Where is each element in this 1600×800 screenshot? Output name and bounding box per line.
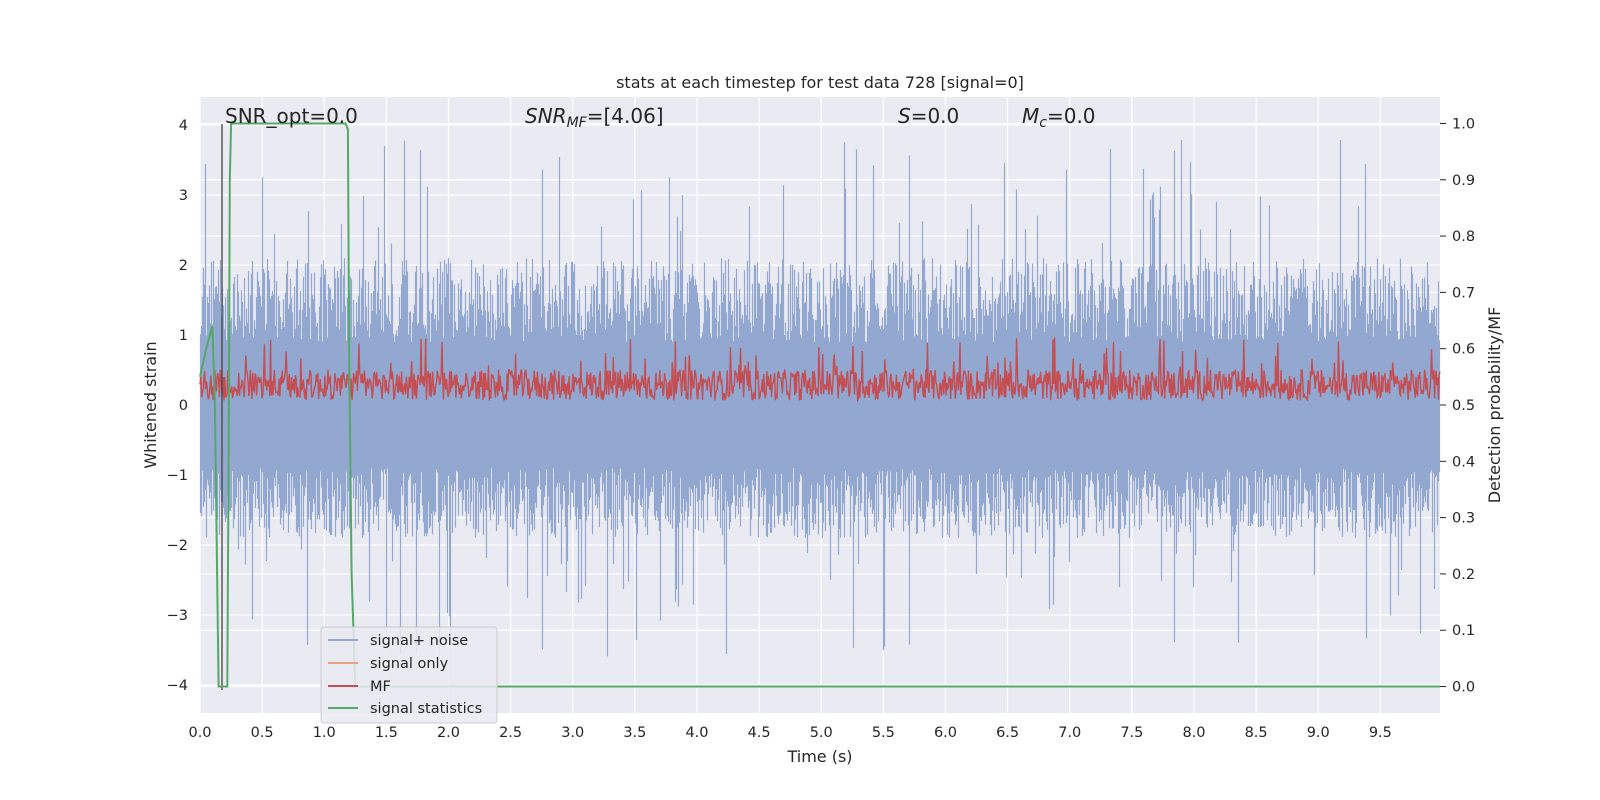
x-tick-label: 7.5 <box>1120 725 1143 741</box>
series-mf <box>199 337 1441 403</box>
x-tick-label: 2.0 <box>437 725 460 741</box>
x-tick-label: 1.0 <box>313 725 336 741</box>
x-tick-label: 7.0 <box>1058 725 1081 741</box>
series-signal-statistics <box>199 122 1440 688</box>
legend: signal+ noise signal only MF signal stat… <box>320 626 498 724</box>
legend-box <box>320 626 498 724</box>
legend-label-mf: MF <box>370 679 391 695</box>
x-tick-label: 9.5 <box>1369 725 1392 741</box>
legend-label-signal-only: signal only <box>370 656 449 672</box>
x-tick-label: 1.5 <box>375 725 398 741</box>
signal-noise-trace <box>199 140 1441 657</box>
y-tick-label-right: 0.2 <box>1452 567 1475 583</box>
y-tick-label-left: 2 <box>179 258 188 274</box>
x-tick-label: 5.5 <box>872 725 895 741</box>
y-tick-label-left: −3 <box>167 608 188 624</box>
x-axis-label: Time (s) <box>786 747 852 766</box>
x-tick-label: 4.0 <box>685 725 708 741</box>
x-tick-label: 3.0 <box>561 725 584 741</box>
x-tick-label: 6.0 <box>934 725 957 741</box>
mf-trace <box>199 337 1441 403</box>
x-tick-label: 8.0 <box>1182 725 1205 741</box>
x-tick-label: 0.5 <box>251 725 274 741</box>
y-tick-label-left: −2 <box>167 538 188 554</box>
annotation-mc: Mc=0.0 <box>1022 104 1096 131</box>
y-tick-label-right: 0.4 <box>1452 454 1475 470</box>
y-tick-label-left: −4 <box>167 678 188 694</box>
y-axis-label-left: Whitened strain <box>141 341 160 468</box>
chart-title: stats at each timestep for test data 728… <box>616 73 1024 92</box>
y-tick-label-right: 0.9 <box>1452 173 1475 189</box>
x-tick-label: 9.0 <box>1307 725 1330 741</box>
x-tick-label: 6.5 <box>996 725 1019 741</box>
y-tick-label-right: 1.0 <box>1452 116 1475 132</box>
legend-label-signal-noise: signal+ noise <box>370 633 468 649</box>
y-tick-label-right: 0.6 <box>1452 342 1475 358</box>
x-tick-label: 5.0 <box>810 725 833 741</box>
y-tick-label-left: 0 <box>179 398 188 414</box>
y-axis-label-right: Detection probability/MF <box>1485 307 1504 504</box>
annotation-s: S=0.0 <box>898 104 959 128</box>
y-tick-label-left: −1 <box>167 468 188 484</box>
y-tick-label-left: 4 <box>179 118 188 134</box>
annotation-snr-mf: SNRMF=[4.06] <box>525 104 664 131</box>
y-tick-label-right: 0.3 <box>1452 511 1475 527</box>
y-tick-label-right: 0.1 <box>1452 623 1475 639</box>
x-tick-label: 3.5 <box>623 725 646 741</box>
y-tick-label-right: 0.5 <box>1452 398 1475 414</box>
y-tick-label-right: 0.7 <box>1452 285 1475 301</box>
x-tick-label: 4.5 <box>748 725 771 741</box>
x-tick-label: 0.0 <box>188 725 211 741</box>
series-signal-noise <box>199 140 1441 657</box>
annotation-snr-opt: SNR_opt=0.0 <box>225 104 358 128</box>
y-tick-label-right: 0.0 <box>1452 680 1475 696</box>
y-tick-label-left: 1 <box>179 328 188 344</box>
y-tick-label-left: 3 <box>179 188 188 204</box>
y-tick-label-right: 0.8 <box>1452 229 1475 245</box>
legend-label-signal-statistics: signal statistics <box>370 701 482 717</box>
x-tick-label: 8.5 <box>1245 725 1268 741</box>
x-tick-label: 2.5 <box>499 725 522 741</box>
